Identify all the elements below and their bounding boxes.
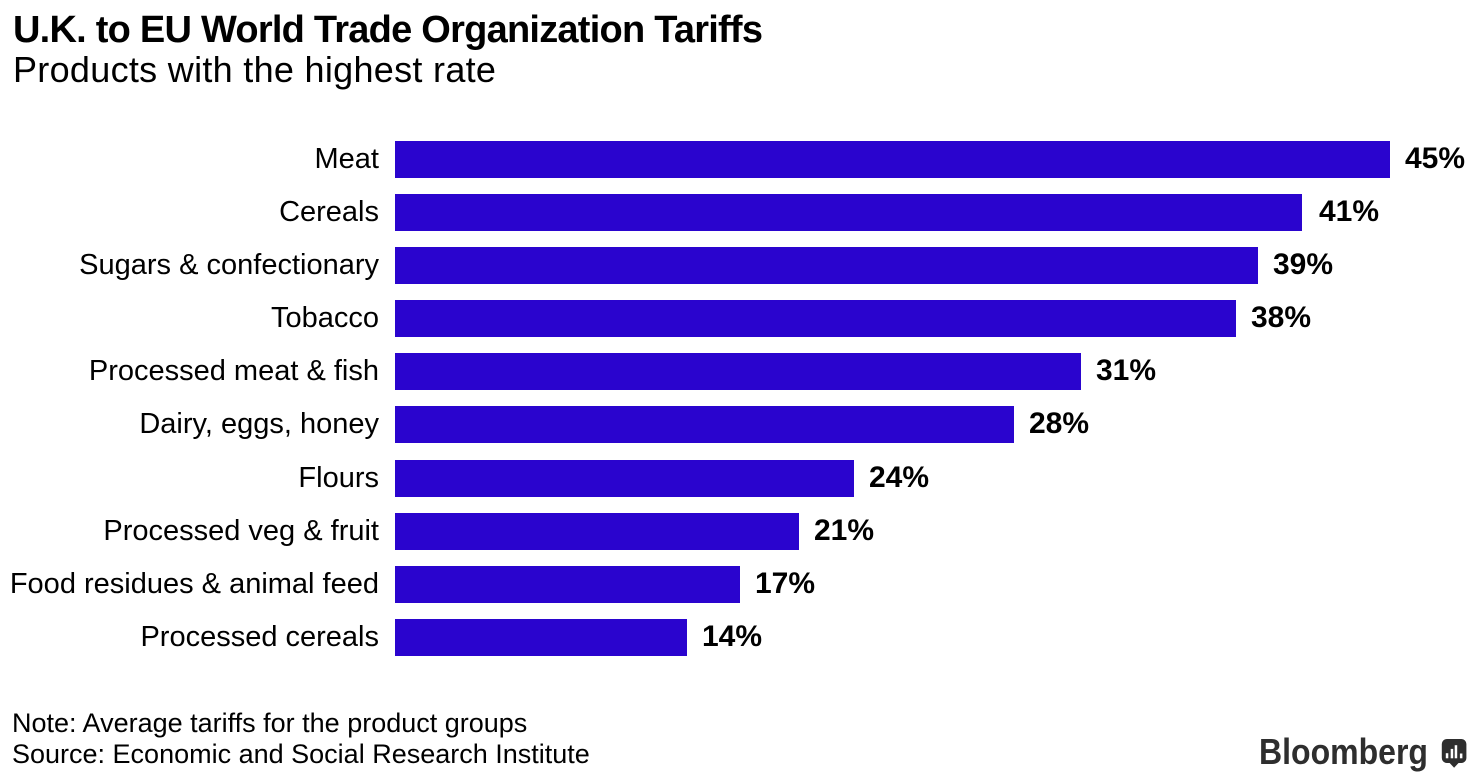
svg-text:Bloomberg: Bloomberg xyxy=(1259,731,1428,772)
